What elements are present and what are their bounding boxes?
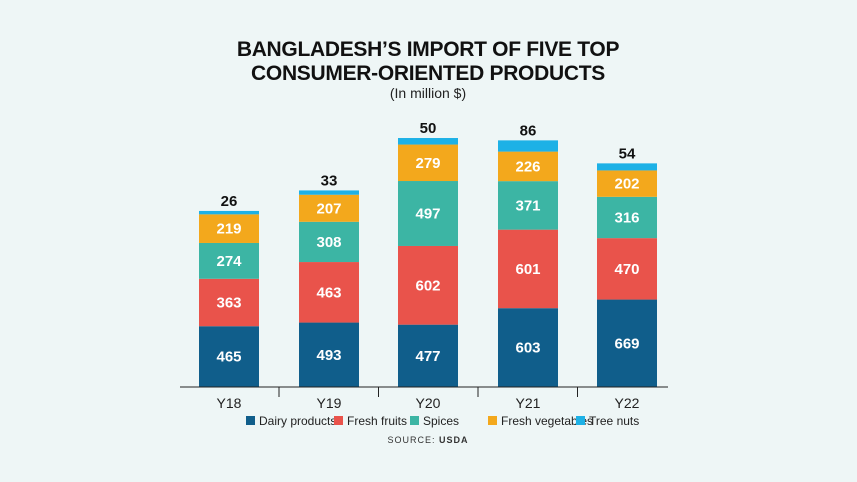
data-label: 86 [520,122,537,139]
data-label: 54 [619,145,636,162]
data-label: 207 [316,200,341,217]
bar-segment-fresh-fruits-y19 [299,262,359,323]
legend-swatch [576,416,585,425]
data-label: 463 [316,284,341,301]
x-tick-label: Y19 [317,395,342,411]
x-tick-label: Y21 [516,395,541,411]
legend-label: Fresh fruits [347,414,407,428]
data-label: 465 [216,349,241,366]
bar-segment-fresh-vegetables-y20 [398,144,458,182]
bar-segment-dairy-products-y19 [299,322,359,387]
bar-segment-tree-nuts-y19 [299,190,359,195]
x-tick-label: Y22 [615,395,640,411]
data-label: 371 [515,197,540,214]
x-tick-label: Y18 [217,395,242,411]
data-label: 493 [316,347,341,364]
bar-segment-tree-nuts-y22 [597,163,657,171]
x-tick-label: Y20 [416,395,441,411]
legend-swatch [334,416,343,425]
data-label: 219 [216,221,241,238]
bar-segment-fresh-vegetables-y19 [299,194,359,222]
data-label: 226 [515,158,540,175]
data-label: 477 [415,348,440,365]
data-label: 26 [221,193,238,210]
bar-segment-dairy-products-y22 [597,299,657,387]
data-label: 497 [415,205,440,222]
bar-segment-spices-y19 [299,221,359,263]
bar-segment-dairy-products-y21 [498,308,558,387]
data-label: 33 [321,172,338,189]
bar-segment-fresh-vegetables-y22 [597,170,657,197]
data-label: 316 [614,209,639,226]
data-label: 602 [415,277,440,294]
legend-label: Fresh vegetables [501,414,593,428]
bar-segment-fresh-vegetables-y21 [498,151,558,182]
source-note: SOURCE: USDA [387,435,468,445]
source-value: USDA [439,435,469,445]
chart-title-line-2: CONSUMER-ORIENTED PRODUCTS [251,62,605,85]
bar-segment-fresh-fruits-y22 [597,238,657,300]
bar-segment-dairy-products-y18 [199,326,259,387]
data-label: 470 [614,261,639,278]
data-label: 363 [216,295,241,312]
data-label: 669 [614,335,639,352]
chart-title-line-1: BANGLADESH’S IMPORT OF FIVE TOP [237,38,620,61]
data-label: 50 [420,120,437,137]
legend-label: Tree nuts [589,414,639,428]
bar-segment-tree-nuts-y18 [199,210,259,215]
bar-segment-tree-nuts-y20 [398,138,458,145]
bar-segment-fresh-fruits-y18 [199,278,259,327]
legend-swatch [410,416,419,425]
bar-segment-spices-y18 [199,242,259,279]
bar-segment-tree-nuts-y21 [498,140,558,152]
bar-segment-dairy-products-y20 [398,324,458,387]
bar-segment-spices-y20 [398,181,458,246]
data-label: 308 [316,234,341,251]
chart-subtitle: (In million $) [390,85,466,101]
data-label: 603 [515,340,540,357]
data-label: 202 [614,176,639,193]
data-label: 274 [216,253,242,270]
data-label: 279 [415,155,440,172]
bar-segment-spices-y21 [498,181,558,230]
bar-segment-spices-y22 [597,196,657,239]
legend-swatch [246,416,255,425]
legend-label: Dairy products [259,414,336,428]
bar-segment-fresh-vegetables-y18 [199,214,259,243]
bar-segment-fresh-fruits-y20 [398,245,458,325]
data-label: 601 [515,261,540,278]
source-label: SOURCE: [387,435,435,445]
bar-segment-fresh-fruits-y21 [498,229,558,309]
legend-label: Spices [423,414,459,428]
legend-swatch [488,416,497,425]
